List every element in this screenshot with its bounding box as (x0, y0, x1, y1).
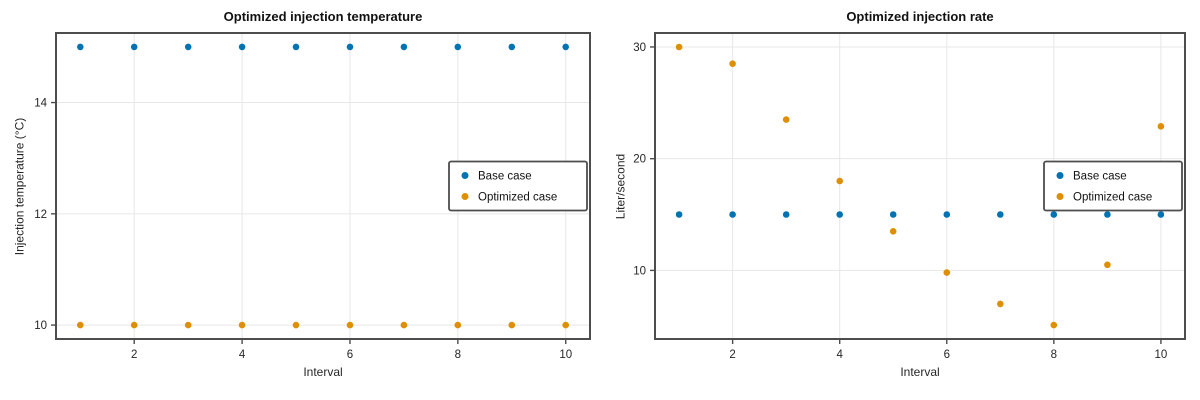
data-point-optimized-case (1157, 123, 1165, 130)
x-axis-tick-label: 4 (239, 349, 246, 361)
data-point-optimized-case (943, 269, 951, 276)
data-point-base-case (943, 211, 951, 218)
legend-label-base-case: Base case (1073, 171, 1127, 183)
data-point-optimized-case (836, 177, 843, 185)
legend-marker-optimized-case (1056, 193, 1064, 200)
chart-title-temperature: Optimized injection temperature (223, 9, 423, 24)
data-point-optimized-case (508, 321, 516, 329)
data-point-optimized-case (292, 321, 300, 329)
x-axis-label-rate: Interval (900, 365, 940, 379)
legend-label-base-case: Base case (478, 171, 532, 183)
data-point-base-case (782, 211, 790, 218)
chart-title-rate: Optimized injection rate (846, 9, 994, 24)
x-axis-tick-label: 10 (559, 349, 572, 361)
data-point-optimized-case (729, 60, 736, 67)
legend-marker-base-case (461, 172, 469, 179)
legend (1043, 160, 1183, 212)
x-axis-tick-label: 8 (1051, 349, 1057, 361)
data-point-base-case (184, 43, 192, 51)
x-axis-tick-label: 10 (1155, 349, 1168, 361)
data-point-optimized-case (184, 321, 192, 329)
data-point-optimized-case (1104, 261, 1111, 269)
x-axis-label-temperature: Interval (303, 365, 343, 379)
data-point-base-case (729, 211, 736, 218)
data-point-base-case (562, 43, 569, 51)
y-axis-label-rate: Liter/second (613, 153, 628, 220)
x-axis-tick-label: 6 (944, 349, 950, 361)
data-point-base-case (238, 43, 246, 51)
plot-border (654, 32, 1186, 340)
data-point-base-case (836, 211, 843, 218)
data-point-base-case (1157, 211, 1165, 218)
x-axis-tick-label: 4 (836, 349, 843, 361)
data-point-optimized-case (997, 300, 1004, 308)
y-axis-tick-label: 14 (34, 98, 47, 110)
data-point-base-case (889, 211, 897, 218)
data-point-base-case (675, 211, 683, 218)
data-point-base-case (454, 43, 462, 51)
data-point-base-case (346, 43, 354, 51)
data-point-optimized-case (400, 321, 408, 329)
data-point-optimized-case (782, 116, 790, 123)
data-point-optimized-case (130, 321, 138, 329)
data-point-optimized-case (238, 321, 246, 329)
data-point-optimized-case (346, 321, 354, 329)
data-point-base-case (1050, 211, 1058, 218)
x-axis-tick-label: 2 (729, 349, 735, 361)
legend-label-optimized-case: Optimized case (1073, 192, 1152, 204)
y-axis-tick-label: 12 (34, 209, 47, 221)
y-axis-tick-label: 10 (633, 265, 646, 277)
x-axis-tick-label: 2 (131, 349, 137, 361)
data-point-base-case (292, 43, 300, 51)
data-point-optimized-case (77, 321, 84, 329)
data-point-optimized-case (454, 321, 462, 329)
data-point-base-case (997, 211, 1004, 218)
data-point-base-case (508, 43, 516, 51)
legend-marker-optimized-case (461, 193, 469, 200)
data-point-optimized-case (889, 228, 897, 235)
data-point-base-case (400, 43, 408, 51)
y-axis-tick-label: 10 (34, 320, 47, 332)
data-point-base-case (77, 43, 84, 51)
data-point-base-case (1104, 211, 1111, 218)
data-point-optimized-case (1050, 321, 1058, 329)
data-point-optimized-case (562, 321, 569, 329)
y-axis-tick-label: 20 (633, 154, 646, 166)
data-point-optimized-case (675, 43, 683, 51)
data-point-base-case (130, 43, 138, 51)
legend-marker-base-case (1056, 172, 1064, 179)
legend (448, 160, 588, 212)
plot-border (55, 32, 591, 340)
legend-label-optimized-case: Optimized case (478, 192, 557, 204)
x-axis-tick-label: 6 (347, 349, 353, 361)
y-axis-label-temperature: Injection temperature (°C) (12, 117, 27, 256)
y-axis-tick-label: 30 (633, 42, 646, 54)
x-axis-tick-label: 8 (455, 349, 461, 361)
